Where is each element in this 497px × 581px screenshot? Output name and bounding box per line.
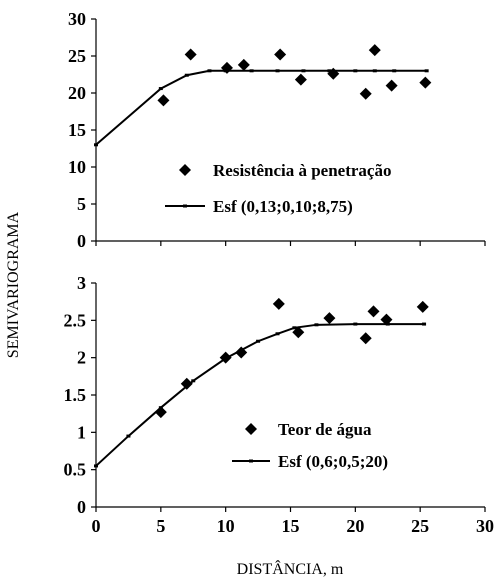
legend-diamond-marker: [179, 164, 191, 176]
legend: Teor de água Esf (0,6;0,5;20): [232, 420, 388, 471]
model-line-marker: [314, 323, 319, 327]
x-tick-label: 20: [346, 516, 364, 536]
model-line: [95, 323, 425, 467]
model-line-marker: [422, 322, 427, 326]
data-point: [235, 346, 248, 359]
data-point: [359, 332, 372, 345]
x-tick-label: 10: [217, 516, 235, 536]
x-axis-title: DISTÂNCIA, m: [237, 559, 344, 578]
model-line-marker: [372, 69, 377, 73]
model-line-marker: [256, 339, 261, 343]
legend-label-model: Esf (0,6;0,5;20): [278, 452, 388, 471]
data-point: [368, 44, 381, 57]
model-line-marker: [292, 326, 297, 330]
y-tick-label: 25: [68, 46, 86, 66]
y-axis-title: SEMIVARIOGRAMA: [5, 211, 22, 358]
data-point: [272, 297, 285, 310]
legend-line-dot: [249, 459, 253, 463]
data-point: [237, 58, 250, 71]
data-point: [184, 48, 197, 61]
legend-label-model: Esf (0,13;0,10;8,75): [213, 197, 353, 216]
y-tick-label: 3: [77, 273, 86, 293]
model-line-marker: [184, 73, 189, 77]
data-point: [380, 313, 393, 326]
legend-diamond-marker: [245, 423, 257, 435]
legend: Resistência à penetração Esf (0,13;0,10;8…: [165, 161, 391, 216]
data-point: [385, 79, 398, 92]
model-line-marker: [275, 332, 280, 336]
data-point: [419, 76, 432, 89]
y-tick-label: 30: [68, 9, 86, 29]
model-line-marker: [158, 87, 163, 91]
data-point: [180, 377, 193, 390]
data-point: [220, 61, 233, 74]
y-tick-label: 15: [68, 120, 86, 140]
data-point: [294, 73, 307, 86]
x-tick-label: 25: [411, 516, 429, 536]
data-point: [327, 67, 340, 80]
model-line-marker: [207, 69, 212, 73]
model-line-marker: [126, 434, 131, 438]
y-tick-label: 10: [68, 157, 86, 177]
data-point: [292, 326, 305, 339]
chart-panel-resistencia: 0 5 10 15 20 25 30 Resistência à penetração Esf …: [68, 9, 486, 251]
model-line-marker: [191, 379, 196, 383]
y-tick-label: 1.5: [64, 385, 87, 405]
legend-label-points: Resistência à penetração: [213, 161, 391, 180]
data-point: [274, 48, 287, 61]
y-tick-label: 2: [77, 348, 86, 368]
model-line-marker: [353, 69, 358, 73]
model-line-marker: [353, 322, 358, 326]
data-point: [157, 94, 170, 107]
data-point: [219, 351, 232, 364]
model-line-marker: [249, 69, 254, 73]
model-line-marker: [94, 464, 98, 468]
y-tick-label: 20: [68, 83, 86, 103]
model-line-marker: [94, 143, 98, 147]
y-tick-label: 2.5: [64, 310, 87, 330]
y-tick-label: 1: [77, 422, 86, 442]
y-tick-label: 0: [77, 497, 86, 517]
model-line-marker: [301, 69, 306, 73]
y-tick-label: 0: [77, 231, 86, 251]
data-point: [154, 406, 167, 419]
x-tick-label: 15: [282, 516, 300, 536]
x-tick-label: 30: [476, 516, 494, 536]
data-point: [416, 300, 429, 313]
model-line: [95, 69, 427, 146]
model-line-marker: [424, 69, 429, 73]
data-point: [367, 305, 380, 318]
model-line-marker: [275, 69, 280, 73]
y-tick-label: 5: [77, 194, 86, 214]
model-line-marker: [327, 69, 332, 73]
x-tick-label: 5: [156, 516, 165, 536]
data-point: [359, 87, 372, 100]
x-tick-label: 0: [92, 516, 101, 536]
legend-label-points: Teor de água: [278, 420, 372, 439]
model-line-marker: [392, 69, 397, 73]
legend-line-dot: [183, 204, 187, 208]
y-tick-label: 0.5: [64, 460, 87, 480]
data-point: [323, 312, 336, 325]
